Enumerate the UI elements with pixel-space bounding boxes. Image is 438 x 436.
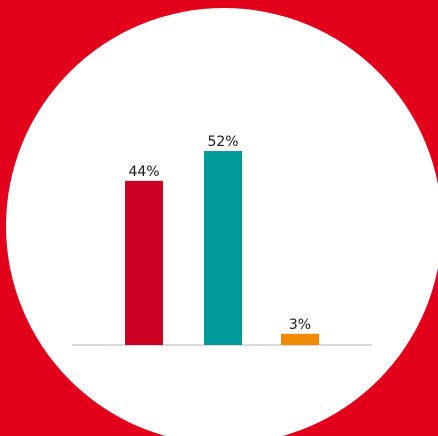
bar-2: [204, 151, 242, 345]
value-labels-group: 44% 52% 3%: [128, 134, 311, 333]
bars-group: [125, 151, 319, 345]
value-label-2: 52%: [207, 134, 238, 150]
bar-1: [125, 180, 163, 345]
bar-3: [281, 333, 319, 345]
value-label-1: 44%: [128, 164, 159, 180]
value-label-3: 3%: [289, 317, 311, 333]
